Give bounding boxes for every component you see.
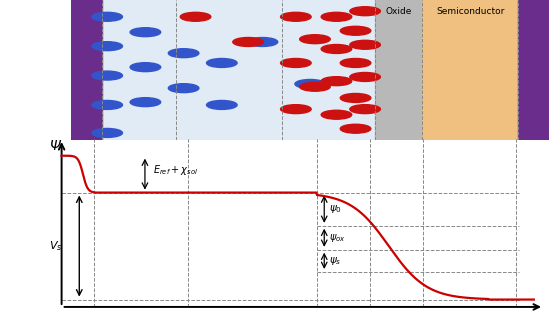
Circle shape xyxy=(340,59,371,67)
Circle shape xyxy=(206,59,237,67)
Text: Oxide: Oxide xyxy=(385,7,412,16)
Circle shape xyxy=(340,26,371,35)
Circle shape xyxy=(92,42,122,51)
Text: $\psi_0$: $\psi_0$ xyxy=(329,203,342,215)
Circle shape xyxy=(321,45,352,53)
Circle shape xyxy=(206,100,237,109)
Circle shape xyxy=(281,59,311,67)
Circle shape xyxy=(340,93,371,102)
Circle shape xyxy=(340,124,371,133)
Circle shape xyxy=(350,40,380,49)
Circle shape xyxy=(350,7,380,16)
Bar xyxy=(71,0,103,140)
Circle shape xyxy=(92,71,122,80)
Text: $V_s$: $V_s$ xyxy=(49,239,63,253)
Circle shape xyxy=(281,12,311,21)
Circle shape xyxy=(295,80,326,88)
Bar xyxy=(422,0,518,140)
Bar xyxy=(518,0,549,140)
Text: $E_{ref} + \chi_{sol}$: $E_{ref} + \chi_{sol}$ xyxy=(153,163,198,177)
Circle shape xyxy=(92,100,122,109)
Circle shape xyxy=(281,105,311,114)
Circle shape xyxy=(130,28,161,37)
Circle shape xyxy=(300,35,330,44)
Circle shape xyxy=(350,105,380,114)
Circle shape xyxy=(169,84,199,93)
Bar xyxy=(374,0,422,140)
Circle shape xyxy=(247,38,278,46)
Circle shape xyxy=(180,12,211,21)
Circle shape xyxy=(321,77,352,86)
Circle shape xyxy=(169,49,199,58)
Text: Ψ: Ψ xyxy=(49,139,60,153)
Text: $\psi_s$: $\psi_s$ xyxy=(329,255,342,267)
Circle shape xyxy=(350,73,380,81)
Text: $\psi_{ox}$: $\psi_{ox}$ xyxy=(329,232,346,244)
Circle shape xyxy=(321,110,352,119)
Circle shape xyxy=(92,12,122,21)
Bar xyxy=(103,0,374,140)
Text: Semiconductor: Semiconductor xyxy=(436,7,505,16)
Circle shape xyxy=(321,12,352,21)
Circle shape xyxy=(130,98,161,107)
Circle shape xyxy=(233,38,264,46)
Circle shape xyxy=(300,82,330,91)
Circle shape xyxy=(92,128,122,137)
Circle shape xyxy=(130,63,161,72)
